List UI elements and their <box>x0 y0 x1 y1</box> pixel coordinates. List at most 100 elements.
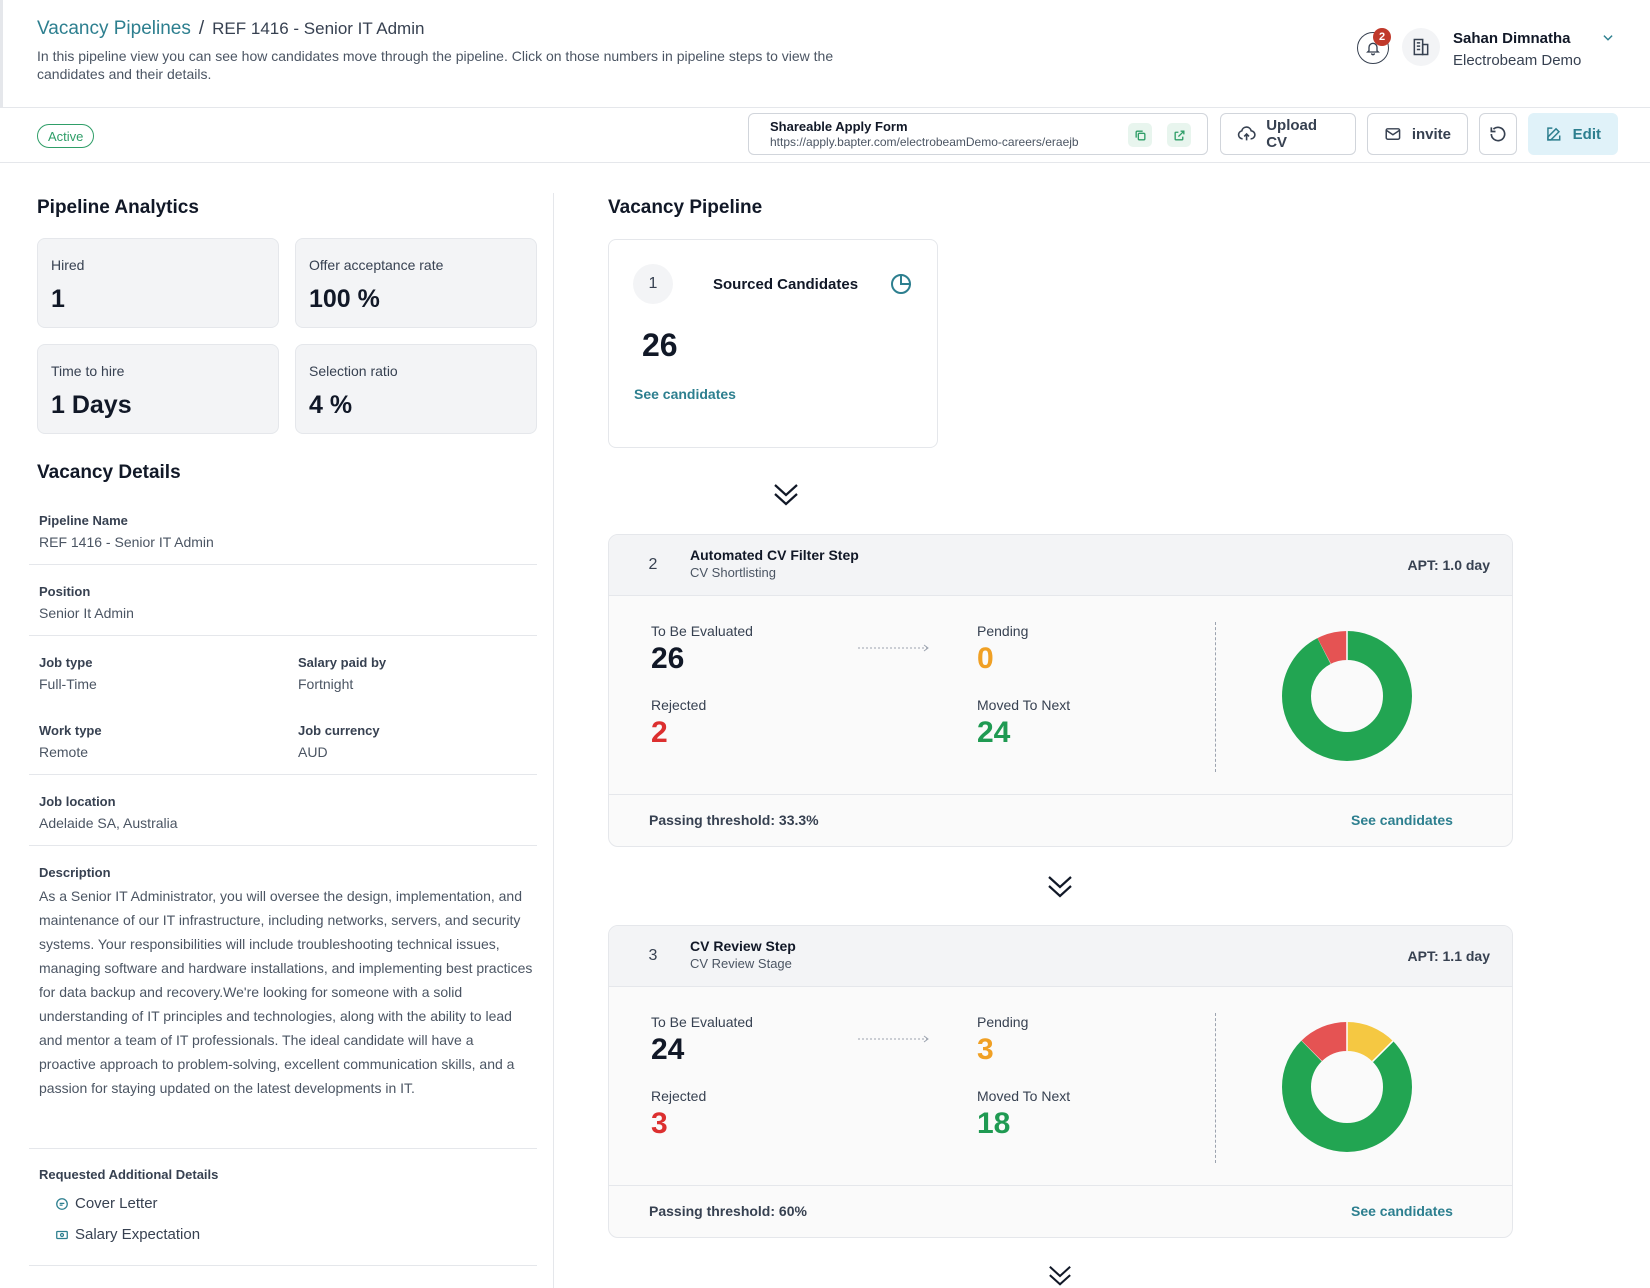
external-link-icon <box>1173 129 1185 141</box>
to-be-evaluated-label: To Be Evaluated <box>651 1014 753 1030</box>
bell-icon <box>1366 42 1380 56</box>
pipeline-step-card: 2 Automated CV Filter Step CV Shortlisti… <box>608 534 1513 847</box>
see-candidates-link[interactable]: See candidates <box>634 386 736 402</box>
left-edge-line <box>0 0 3 108</box>
user-organization: Electrobeam Demo <box>1453 52 1582 69</box>
money-icon <box>56 1230 68 1239</box>
organization-avatar[interactable] <box>1402 28 1440 66</box>
pie-chart-icon[interactable] <box>889 272 913 296</box>
step-donut-chart <box>1282 631 1412 761</box>
page-description: In this pipeline view you can see how ca… <box>37 48 834 82</box>
donut-segment-moved <box>1282 631 1412 761</box>
sourced-candidates-count[interactable]: 26 <box>642 327 678 363</box>
step-number: 3 <box>633 936 673 976</box>
to-be-evaluated-count[interactable]: 26 <box>651 642 685 675</box>
vacancy-pipeline-title: Vacancy Pipeline <box>608 197 763 218</box>
apply-form-title: Shareable Apply Form <box>770 119 908 134</box>
stat-value: 100 % <box>309 285 380 313</box>
open-url-button[interactable] <box>1167 123 1191 147</box>
see-candidates-link[interactable]: See candidates <box>1351 1203 1453 1219</box>
breadcrumb-vacancy-pipelines-link[interactable]: Vacancy Pipelines <box>37 18 191 39</box>
rejected-count[interactable]: 2 <box>651 716 668 749</box>
to-be-evaluated-count[interactable]: 24 <box>651 1033 685 1066</box>
additional-item-label: Cover Letter <box>75 1195 158 1212</box>
vacancy-toolbar: Active Shareable Apply Form https://appl… <box>0 108 1650 163</box>
see-candidates-link[interactable]: See candidates <box>1351 812 1453 828</box>
to-be-evaluated-label: To Be Evaluated <box>651 623 753 639</box>
detail-pipeline-name: Pipeline Name REF 1416 - Senior IT Admin <box>29 505 537 565</box>
stat-label: Selection ratio <box>309 363 398 379</box>
step-apt: APT: 1.1 day <box>1407 948 1490 964</box>
step-donut-chart <box>1282 1022 1412 1152</box>
pending-label: Pending <box>977 623 1029 639</box>
step-number: 1 <box>633 264 673 304</box>
step-title: Automated CV Filter Step <box>690 547 859 563</box>
metrics-divider <box>1215 1013 1216 1163</box>
step-header: 2 Automated CV Filter Step CV Shortlisti… <box>609 535 1512 596</box>
refresh-button[interactable] <box>1479 113 1517 155</box>
detail-value: AUD <box>298 744 328 760</box>
invite-label: invite <box>1411 125 1451 143</box>
user-name[interactable]: Sahan Dimnatha <box>1453 30 1571 47</box>
additional-item-label: Salary Expectation <box>75 1226 201 1243</box>
pending-count[interactable]: 3 <box>977 1033 994 1066</box>
additional-item-cover-letter: Cover Letter <box>55 1195 158 1212</box>
step-apt: APT: 1.0 day <box>1407 557 1490 573</box>
building-icon <box>1413 38 1429 56</box>
page-header: Vacancy Pipelines / REF 1416 - Senior IT… <box>0 0 1650 108</box>
apply-form-url[interactable]: https://apply.bapter.com/electrobeamDemo… <box>770 135 1079 149</box>
chevron-double-down-icon <box>774 484 798 506</box>
detail-value: Full-Time <box>39 676 97 692</box>
detail-job-grid: Job type Full-Time Salary paid by Fortni… <box>29 636 537 775</box>
edit-icon <box>1547 127 1561 141</box>
sourced-candidates-title: Sourced Candidates <box>713 276 859 293</box>
stat-label: Time to hire <box>51 363 125 379</box>
step-subtitle: CV Review Stage <box>690 956 792 971</box>
detail-label: Job currency <box>298 723 380 738</box>
stat-card-hired: Hired 1 <box>37 238 279 328</box>
detail-label: Salary paid by <box>298 655 387 670</box>
passing-threshold: Passing threshold: 33.3% <box>649 812 819 828</box>
step-footer: Passing threshold: 33.3% See candidates <box>609 794 1512 846</box>
stat-card-time-to-hire: Time to hire 1 Days <box>37 344 279 434</box>
shareable-apply-form: Shareable Apply Form https://apply.bapte… <box>748 113 1208 155</box>
stat-value: 1 Days <box>51 391 132 419</box>
dotted-arrow-icon <box>858 644 929 652</box>
donut-separator <box>1371 1040 1394 1063</box>
step-header: 3 CV Review Step CV Review Stage APT: 1.… <box>609 926 1512 987</box>
rejected-label: Rejected <box>651 697 707 713</box>
detail-label: Pipeline Name <box>39 513 128 528</box>
step-footer: Passing threshold: 60% See candidates <box>609 1185 1512 1237</box>
refresh-icon <box>1490 126 1506 142</box>
upload-cv-button[interactable]: Upload CV <box>1220 113 1356 155</box>
rejected-count[interactable]: 3 <box>651 1107 668 1140</box>
detail-value: Remote <box>39 744 89 760</box>
stat-value: 4 % <box>309 391 353 419</box>
breadcrumb-current: REF 1416 - Senior IT Admin <box>212 19 425 38</box>
passing-threshold: Passing threshold: 60% <box>649 1203 807 1219</box>
metrics-divider <box>1215 622 1216 772</box>
status-badge: Active <box>37 124 95 148</box>
invite-button[interactable]: invite <box>1367 113 1468 155</box>
edit-button[interactable]: Edit <box>1528 113 1618 155</box>
detail-label: Work type <box>39 723 102 738</box>
upload-cv-label: Upload CV <box>1266 117 1318 151</box>
stat-value: 1 <box>51 285 65 313</box>
detail-label: Job type <box>39 655 93 670</box>
rejected-label: Rejected <box>651 1088 707 1104</box>
detail-value: Senior It Admin <box>39 605 134 621</box>
detail-value: Fortnight <box>298 676 354 692</box>
pending-count[interactable]: 0 <box>977 642 994 675</box>
moved-to-next-count[interactable]: 24 <box>977 716 1011 749</box>
dotted-arrow-icon <box>858 1035 929 1043</box>
detail-label: Position <box>39 584 91 599</box>
detail-label: Description <box>39 865 111 880</box>
breadcrumb: Vacancy Pipelines / REF 1416 - Senior IT… <box>37 18 424 40</box>
moved-to-next-label: Moved To Next <box>977 1088 1071 1104</box>
message-icon <box>56 1197 68 1210</box>
moved-to-next-count[interactable]: 18 <box>977 1107 1011 1140</box>
copy-url-button[interactable] <box>1128 123 1152 147</box>
chevron-down-icon[interactable] <box>1601 31 1615 45</box>
detail-value: Adelaide SA, Australia <box>39 815 178 831</box>
detail-position: Position Senior It Admin <box>29 565 537 636</box>
